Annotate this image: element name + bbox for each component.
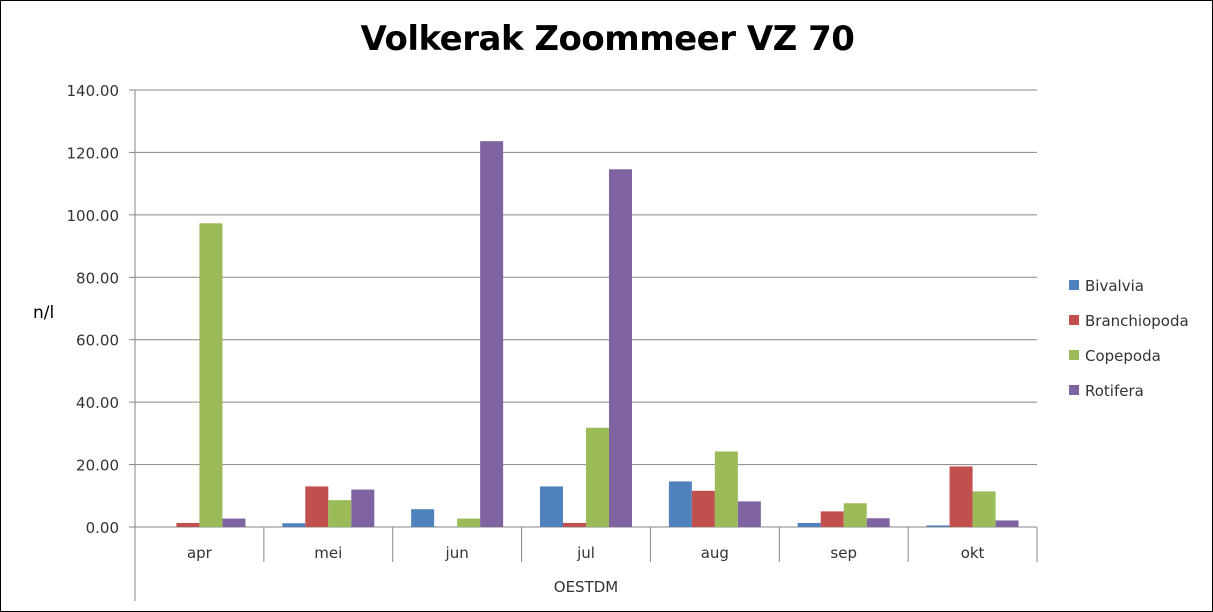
legend: Bivalvia Branchiopoda Copepoda Rotifera: [1069, 277, 1189, 400]
bar-copepoda-mei: [328, 500, 352, 527]
bar-branchiopoda-sep: [820, 511, 844, 527]
y-tick-label: 120.00: [67, 144, 120, 162]
legend-label-copepoda: Copepoda: [1085, 347, 1161, 365]
y-tick-label: 40.00: [76, 394, 119, 412]
bar-rotifera-jul: [609, 169, 632, 527]
bar-rotifera-sep: [866, 518, 890, 527]
bars: [176, 141, 1019, 528]
bar-copepoda-jul: [586, 427, 609, 527]
bar-bivalvia-jun: [411, 509, 435, 527]
legend-swatch-branchiopoda: [1069, 315, 1079, 325]
bar-bivalvia-okt: [926, 525, 950, 527]
bar-branchiopoda-apr: [176, 522, 200, 527]
bar-rotifera-okt: [995, 520, 1019, 527]
y-tick-label: 140.00: [67, 82, 120, 100]
legend-label-bivalvia: Bivalvia: [1085, 277, 1144, 295]
bar-bivalvia-mei: [282, 523, 306, 527]
bar-branchiopoda-aug: [691, 490, 715, 527]
bar-copepoda-aug: [714, 451, 738, 527]
x-tick-label: okt: [961, 544, 985, 562]
x-tick-label: aug: [701, 544, 729, 562]
y-tick-label: 80.00: [76, 269, 119, 287]
x-tick-label: jun: [445, 544, 469, 562]
legend-swatch-rotifera: [1069, 385, 1079, 395]
bar-copepoda-apr: [199, 223, 223, 527]
x-tick-label: jul: [576, 544, 595, 562]
bar-branchiopoda-jul: [563, 522, 586, 527]
legend-label-rotifera: Rotifera: [1085, 382, 1144, 400]
x-tick-labels: apr mei jun jul aug sep okt: [187, 544, 985, 562]
legend-swatch-bivalvia: [1069, 280, 1079, 290]
y-axis-label: n/l: [33, 303, 54, 323]
y-tick-label: 20.00: [76, 457, 119, 475]
bar-copepoda-okt: [972, 491, 996, 527]
bar-branchiopoda-mei: [305, 486, 329, 527]
bar-bivalvia-sep: [797, 522, 821, 527]
gridlines: [135, 89, 1037, 466]
bar-branchiopoda-okt: [949, 466, 973, 527]
x-tick-label: sep: [830, 544, 857, 562]
bar-rotifera-mei: [351, 489, 375, 527]
legend-label-branchiopoda: Branchiopoda: [1085, 312, 1189, 330]
bar-copepoda-jun: [457, 518, 481, 527]
bar-bivalvia-jul: [540, 486, 563, 527]
y-tick-labels: 0.00 20.00 40.00 60.00 80.00 100.00 120.00 140.…: [67, 82, 120, 537]
chart-title: Volkerak Zoommeer VZ 70: [360, 19, 855, 59]
bar-rotifera-apr: [222, 518, 246, 527]
bar-copepoda-sep: [843, 503, 867, 527]
y-tick-label: 100.00: [67, 207, 120, 225]
x-tick-label: mei: [314, 544, 342, 562]
bar-rotifera-aug: [737, 501, 761, 527]
bar-rotifera-jun: [480, 141, 504, 528]
x-tick-label: apr: [187, 544, 213, 562]
y-tick-label: 60.00: [76, 332, 119, 350]
bar-bivalvia-aug: [668, 481, 692, 527]
y-tick-label: 0.00: [86, 519, 119, 537]
x-axis-label: OESTDM: [554, 578, 618, 596]
legend-swatch-copepoda: [1069, 350, 1079, 360]
